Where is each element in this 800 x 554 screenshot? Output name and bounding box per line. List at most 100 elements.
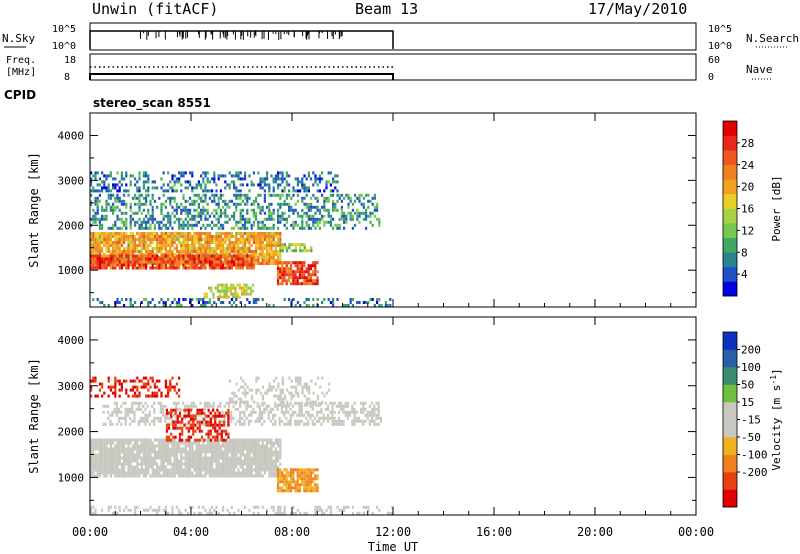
heatmap-cell [197, 238, 200, 241]
heatmap-cell [129, 465, 132, 469]
heatmap-cell [321, 217, 324, 221]
heatmap-cell [109, 208, 112, 212]
heatmap-cell [169, 235, 172, 238]
heatmap-cell [90, 189, 93, 193]
heatmap-cell [307, 279, 310, 283]
heatmap-cell [308, 385, 311, 389]
heatmap-cell [153, 217, 156, 221]
heatmap-cell [299, 382, 302, 386]
heatmap-cell [215, 266, 218, 270]
heatmap-cell [296, 401, 299, 405]
heatmap-cell [283, 508, 286, 512]
heatmap-cell [92, 444, 95, 448]
heatmap-cell [241, 250, 244, 253]
heatmap-cell [354, 199, 357, 203]
heatmap-cell [200, 420, 204, 424]
heatmap-cell [305, 249, 308, 253]
heatmap-cell [236, 292, 239, 296]
heatmap-cell [90, 254, 93, 258]
heatmap-cell [175, 382, 178, 386]
heatmap-cell [316, 261, 319, 265]
heatmap-cell [285, 193, 288, 197]
heatmap-cell [193, 465, 196, 469]
heatmap-cell [239, 422, 242, 426]
heatmap-cell [268, 438, 271, 442]
heatmap-cell [101, 382, 104, 386]
heatmap-cell [113, 410, 116, 414]
heatmap-cell [281, 171, 284, 175]
heatmap-cell [217, 444, 220, 448]
heatmap-cell [114, 468, 117, 472]
heatmap-cell [92, 260, 95, 264]
heatmap-cell [365, 301, 368, 304]
heatmap-cell [277, 441, 280, 445]
heatmap-cell [197, 257, 200, 261]
heatmap-cell [298, 404, 301, 408]
heatmap-cell [230, 416, 233, 420]
heatmap-cell [204, 193, 207, 197]
heatmap-cell [134, 254, 137, 258]
heatmap-cell [279, 205, 282, 209]
heatmap-cell [329, 401, 332, 405]
heatmap-cell [105, 462, 108, 466]
heatmap-cell [197, 422, 200, 426]
heatmap-cell [90, 244, 93, 247]
heatmap-cell [151, 196, 154, 200]
heatmap-cell [184, 474, 187, 478]
heatmap-cell [261, 244, 264, 247]
heatmap-cell [296, 267, 299, 271]
heatmap-cell [184, 250, 187, 253]
heatmap-cell [310, 249, 313, 253]
heatmap-cell [257, 450, 260, 454]
heatmap-cell [145, 223, 148, 227]
heatmap-cell [206, 404, 209, 408]
heatmap-cell [203, 438, 206, 442]
heatmap-cell [169, 238, 172, 241]
heatmap-cell [162, 171, 165, 175]
heatmap-cell [208, 401, 211, 405]
heatmap-cell [145, 385, 148, 389]
heatmap-cell [239, 416, 242, 420]
heatmap-cell [191, 244, 194, 247]
heatmap-cell [255, 262, 258, 265]
heatmap-cell [263, 456, 266, 460]
heatmap-cell [277, 508, 280, 512]
heatmap-cell [261, 186, 264, 190]
heatmap-cell [101, 186, 104, 190]
heatmap-cell [182, 174, 185, 178]
heatmap-cell [362, 401, 365, 405]
heatmap-cell [272, 385, 276, 389]
heatmap-cell [307, 489, 310, 493]
heatmap-cell [230, 441, 233, 445]
heatmap-cell [160, 298, 163, 301]
heatmap-cell [217, 468, 220, 472]
heatmap-cell [211, 238, 214, 241]
heatmap-cell [272, 223, 275, 227]
heatmap-cell [202, 244, 205, 247]
heatmap-cell [180, 244, 183, 247]
heatmap-cell [167, 391, 170, 395]
heatmap-cell [254, 419, 257, 423]
heatmap-cell [123, 465, 126, 469]
heatmap-cell [127, 474, 130, 478]
heatmap-cell [127, 441, 130, 445]
heatmap-cell [103, 468, 106, 472]
heatmap-cell [268, 304, 271, 307]
heatmap-cell [125, 183, 128, 187]
heatmap-cell [345, 304, 348, 307]
heatmap-cell [246, 266, 249, 270]
heatmap-cell [250, 413, 253, 417]
heatmap-cell [170, 432, 173, 436]
heatmap-cell [94, 394, 97, 398]
heatmap-cell [221, 289, 224, 293]
heatmap-cell [277, 250, 280, 253]
heatmap-cell [255, 244, 258, 247]
heatmap-cell [105, 250, 108, 253]
heatmap-cell [327, 211, 330, 215]
heatmap-cell [213, 453, 216, 457]
heatmap-cell [233, 226, 236, 230]
heatmap-cell [268, 462, 271, 466]
heatmap-cell [268, 193, 271, 197]
heatmap-cell [90, 232, 93, 235]
heatmap-cell [175, 244, 178, 247]
